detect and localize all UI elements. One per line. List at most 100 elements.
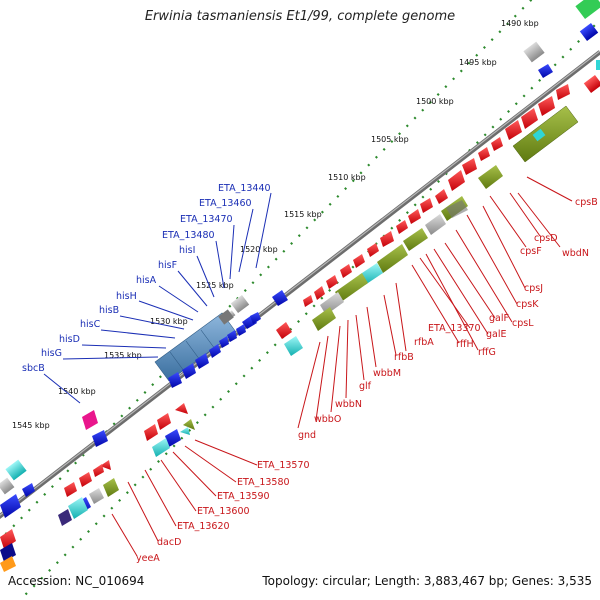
blue-label-leaders: [43, 192, 272, 404]
gene-feature: [320, 292, 344, 315]
gene-feature: [22, 483, 35, 497]
gene-feature: [100, 460, 111, 470]
kbp-label: 1500 kbp: [416, 97, 454, 106]
gene-feature: [182, 363, 196, 379]
kbp-label: 1545 kbp: [12, 421, 50, 430]
gene-label: cpsJ: [524, 283, 543, 294]
gene-feature: [312, 307, 336, 331]
gene-feature: [579, 22, 599, 42]
kbp-label: 1495 kbp: [459, 58, 497, 67]
inner-tick-track: [18, 18, 600, 600]
gene-feature: [175, 403, 188, 414]
gene-feature: [64, 482, 77, 497]
gene-feature: [276, 322, 292, 339]
gene-label: ETA_13600: [197, 506, 250, 517]
red-gene-labels-upper: cpsB wbdN cpsD cpsF cpsJ cpsK cpsL galF …: [298, 197, 598, 441]
gene-feature: [144, 424, 158, 441]
outer-strand-features: [0, 0, 600, 518]
gene-label: galE: [486, 329, 507, 340]
gene-label: hisA: [136, 275, 157, 286]
gene-feature: [183, 419, 195, 430]
gene-feature: [82, 410, 98, 430]
gene-feature: [93, 464, 104, 477]
gene-feature: [583, 74, 600, 94]
gene-label: cpsD: [534, 233, 558, 244]
gene-feature: [478, 147, 490, 161]
gene-feature: [538, 64, 553, 78]
gene-feature: [396, 220, 408, 234]
gene-feature: [157, 413, 171, 430]
gene-feature: [89, 488, 104, 504]
gene-feature: [538, 96, 555, 116]
gene-feature: [227, 330, 237, 342]
gene-label: hisF: [158, 260, 177, 271]
gene-label: rffG: [478, 347, 496, 358]
gene-label: wbbN: [335, 399, 362, 410]
gene-feature: [340, 264, 352, 278]
gene-feature: [68, 497, 88, 519]
gene-feature: [425, 214, 446, 235]
kbp-label: 1530 kbp: [150, 317, 188, 326]
gene-label: yeeA: [136, 553, 160, 564]
gene-label: gnd: [298, 430, 316, 441]
gene-feature: [377, 244, 408, 273]
kbp-labels: 1490 kbp 1495 kbp 1500 kbp 1505 kbp 1510…: [12, 19, 539, 430]
gene-feature: [314, 286, 325, 300]
gene-label: sbcB: [22, 363, 45, 374]
gene-label: hisC: [80, 319, 101, 330]
gene-feature: [152, 438, 170, 457]
gene-feature: [250, 312, 261, 324]
gene-feature: [154, 312, 237, 382]
gene-feature: [326, 275, 338, 289]
gene-label: glf: [359, 381, 372, 392]
gene-feature: [180, 427, 190, 435]
gene-feature: [420, 198, 433, 213]
red-gene-labels-lower: ETA_13570 ETA_13580 ETA_13590 ETA_13600 …: [136, 460, 310, 564]
blue-gene-labels: ETA_13440 ETA_13460 ETA_13470 ETA_13480 …: [22, 183, 271, 374]
gene-label: ETA_13620: [177, 521, 230, 532]
kbp-label: 1540 kbp: [58, 387, 96, 396]
gene-label: hisG: [41, 348, 62, 359]
gene-feature: [596, 60, 600, 70]
gene-feature: [0, 477, 15, 495]
map-title: Erwinia tasmaniensis Et1/99, complete ge…: [144, 9, 456, 24]
gene-label: ETA_13440: [218, 183, 271, 194]
gene-label: wbbO: [314, 414, 341, 425]
gene-feature: [380, 231, 394, 247]
kbp-label: 1525 kbp: [196, 281, 234, 290]
gene-label: cpsL: [512, 318, 534, 329]
inner-strand-features: [0, 105, 579, 572]
gene-label: ETA_13470: [180, 214, 233, 225]
gene-label: rfbA: [414, 337, 434, 348]
gene-feature: [0, 529, 16, 549]
gene-feature: [367, 243, 379, 257]
gene-feature: [168, 372, 182, 388]
gene-feature: [512, 105, 579, 163]
red-label-leaders: [297, 176, 573, 429]
gene-label: hisI: [179, 245, 195, 256]
gene-feature: [272, 290, 288, 306]
genome-backbone: [0, 50, 600, 519]
gene-feature: [0, 494, 21, 518]
gene-feature: [505, 120, 522, 140]
gene-feature: [230, 294, 250, 314]
gene-label: wbdN: [562, 248, 589, 259]
kbp-label: 1515 kbp: [284, 210, 322, 219]
gene-feature: [478, 165, 503, 189]
gene-feature: [408, 209, 421, 224]
gene-feature: [165, 429, 181, 447]
gene-label: hisH: [116, 291, 137, 302]
accession-text: Accession: NC_010694: [8, 574, 145, 588]
gene-label: hisD: [59, 334, 80, 345]
gene-label: ETA_13480: [162, 230, 215, 241]
kbp-label: 1520 kbp: [240, 245, 278, 254]
gene-feature: [491, 137, 503, 151]
gene-feature: [556, 84, 570, 100]
gene-feature: [219, 336, 229, 348]
gene-label: ETA_13590: [217, 491, 270, 502]
kbp-label: 1505 kbp: [371, 135, 409, 144]
gene-feature: [195, 353, 209, 369]
gene-feature: [403, 228, 428, 251]
gene-label: ETA_13370: [428, 323, 481, 334]
